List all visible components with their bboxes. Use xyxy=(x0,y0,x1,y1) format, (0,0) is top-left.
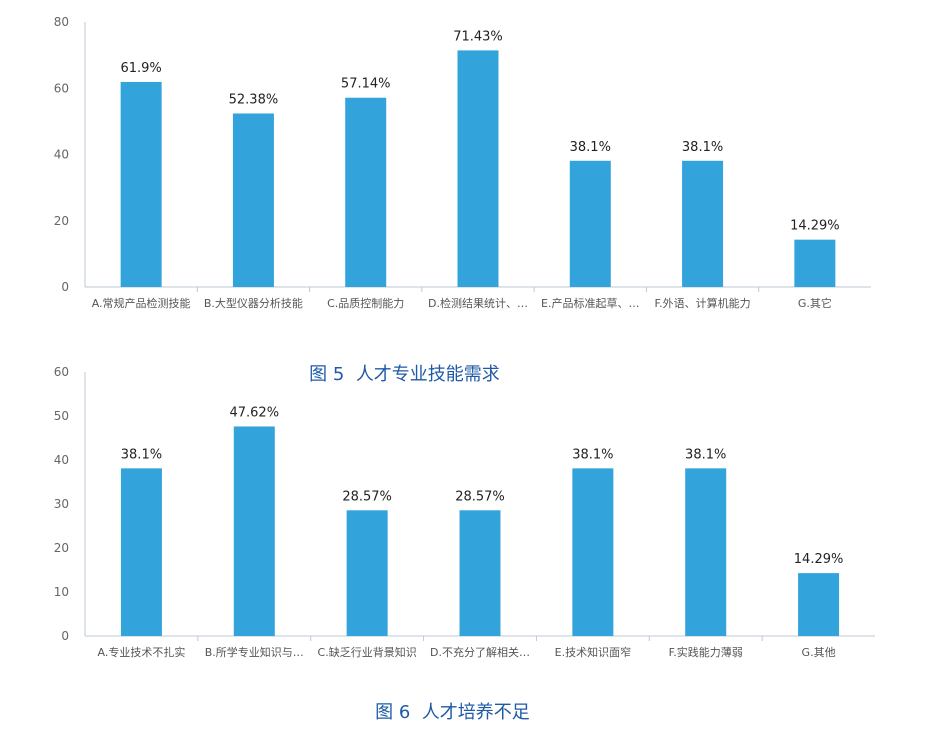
bar-value-label: 14.29% xyxy=(790,219,840,234)
bar-value-label: 28.57% xyxy=(342,489,392,504)
chart-skill-demand: 0 20 40 60 80 61.9% A.常规产品检测技能 52.38% B.大型仪器分析技能… xyxy=(54,15,871,310)
bar-value-label: 38.1% xyxy=(121,447,162,462)
y-tick-label: 80 xyxy=(54,15,69,29)
category-label: B.大型仪器分析技能 xyxy=(204,296,303,310)
category-label: B.所学专业知识与… xyxy=(205,645,304,659)
bar-value-label: 57.14% xyxy=(341,77,391,92)
bar xyxy=(569,160,611,287)
bar-value-label: 38.1% xyxy=(572,447,613,462)
figure-6-text: 人才培养不足 xyxy=(421,702,530,723)
figure-6-caption: 图 6 人才培养不足 xyxy=(0,698,923,724)
category-label: A.常规产品检测技能 xyxy=(92,296,191,310)
category-label: A.专业技术不扎实 xyxy=(98,645,186,659)
figure-5-text: 人才专业技能需求 xyxy=(355,364,500,385)
bar-value-label: 38.1% xyxy=(570,140,611,155)
bar xyxy=(346,510,388,636)
category-label: C.缺乏行业背景知识 xyxy=(318,645,417,659)
category-label: D.检测结果统计、… xyxy=(428,296,528,310)
category-label: E.产品标准起草、… xyxy=(541,296,639,310)
bar-value-label: 71.43% xyxy=(453,29,503,44)
y-tick-label: 20 xyxy=(54,541,69,555)
category-label: G.其他 xyxy=(802,646,836,659)
bar xyxy=(572,468,614,636)
bar xyxy=(345,97,387,287)
y-tick-label: 0 xyxy=(61,629,69,643)
bar-value-label: 14.29% xyxy=(794,552,844,567)
y-tick-label: 50 xyxy=(54,409,69,423)
y-tick-label: 40 xyxy=(54,148,69,162)
bar-value-label: 28.57% xyxy=(455,489,505,504)
bar-value-label: 47.62% xyxy=(229,405,279,420)
y-tick-label: 20 xyxy=(54,214,69,228)
bar-value-label: 38.1% xyxy=(682,140,723,155)
figure-6-number: 图 6 xyxy=(375,702,411,723)
bar xyxy=(233,426,275,636)
category-label: C.品质控制能力 xyxy=(327,296,404,310)
bar xyxy=(798,573,840,636)
y-tick-label: 40 xyxy=(54,453,69,467)
figure-5-caption: 图 5 人才专业技能需求 xyxy=(0,360,875,386)
category-label: G.其它 xyxy=(798,296,832,310)
bar xyxy=(459,510,501,636)
chart-training-shortfall: 0 10 20 30 40 50 60 38.1% A.专业技术不扎实 47.62% B.所学专业知… xyxy=(54,365,875,659)
bar xyxy=(120,81,162,287)
category-label: D.不充分了解相关… xyxy=(430,645,530,659)
bar-value-label: 38.1% xyxy=(685,447,726,462)
bar xyxy=(685,468,727,636)
category-label: F.外语、计算机能力 xyxy=(655,296,751,310)
bar-value-label: 61.9% xyxy=(120,61,161,76)
figure-5-number: 图 5 xyxy=(309,364,345,385)
bar xyxy=(457,50,499,288)
y-tick-label: 10 xyxy=(54,585,69,599)
y-tick-label: 60 xyxy=(54,81,69,95)
y-tick-label: 0 xyxy=(61,280,69,294)
bar-value-label: 52.38% xyxy=(229,92,279,107)
bar xyxy=(120,468,162,636)
category-label: E.技术知识面窄 xyxy=(555,645,631,659)
y-tick-label: 30 xyxy=(54,497,69,511)
category-label: F.实践能力薄弱 xyxy=(669,645,743,659)
bar xyxy=(794,239,836,287)
bar xyxy=(232,113,274,288)
y-tick-label: 60 xyxy=(54,365,69,379)
bar xyxy=(682,160,724,287)
